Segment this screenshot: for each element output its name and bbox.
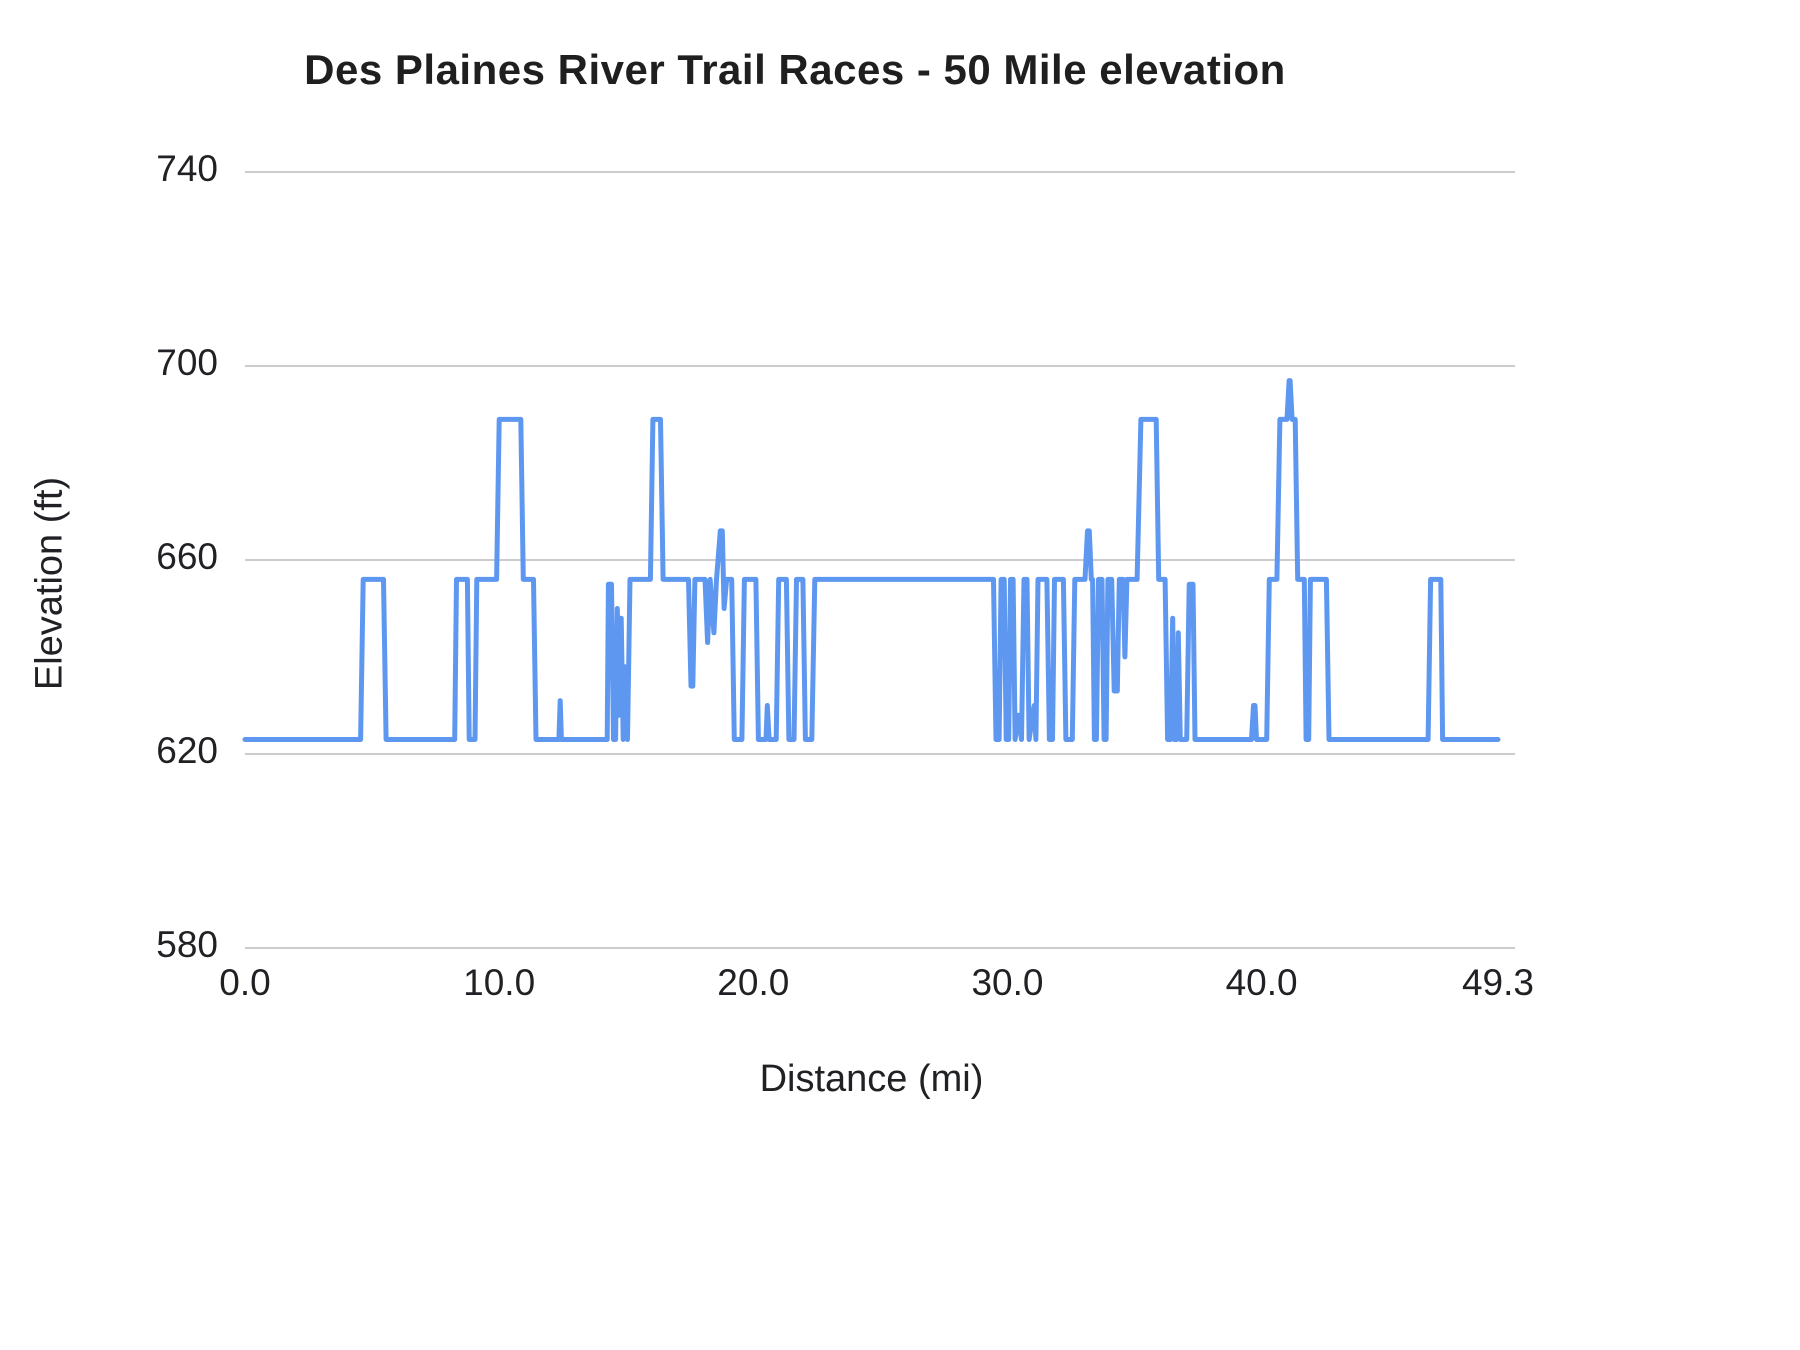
x-tick-label-40.0: 40.0	[1225, 962, 1298, 1003]
x-tick-label-20.0: 20.0	[717, 962, 790, 1003]
x-tick-label-10.0: 10.0	[463, 962, 536, 1003]
y-tick-label-620: 620	[156, 730, 218, 771]
y-tick-label-740: 740	[156, 148, 218, 189]
y-tick-label-580: 580	[156, 924, 218, 965]
y-axis-title: Elevation (ft)	[28, 476, 71, 691]
x-tick-label-0.0: 0.0	[219, 962, 271, 1003]
elevation-line	[242, 378, 1501, 742]
x-tick-label-30.0: 30.0	[971, 962, 1044, 1003]
x-axis-title: Distance (mi)	[759, 1058, 984, 1100]
chart-title: Des Plaines River Trail Races - 50 Mile …	[304, 46, 1286, 93]
gridlines	[245, 171, 1515, 949]
y-tick-label-700: 700	[156, 342, 218, 383]
y-tick-label-660: 660	[156, 536, 218, 577]
x-tick-label-49.3: 49.3	[1461, 962, 1534, 1003]
